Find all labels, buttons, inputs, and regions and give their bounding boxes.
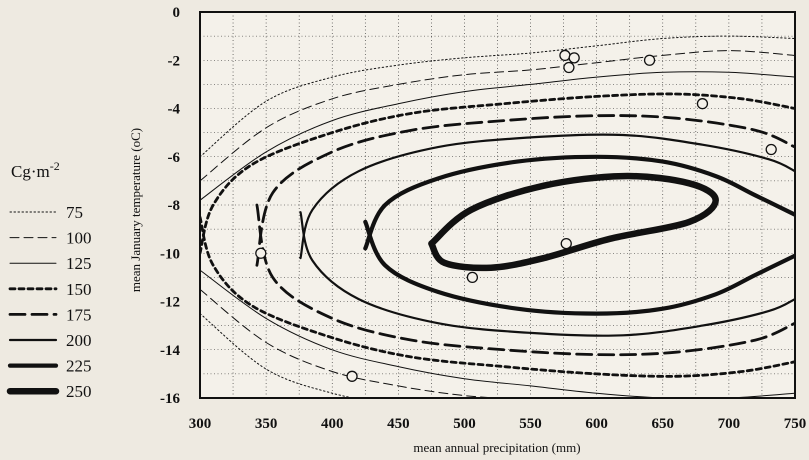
y-axis-label: mean January temperature (oC) (128, 128, 143, 292)
x-tick-label: 600 (585, 416, 608, 432)
y-tick-label: -16 (160, 391, 180, 407)
contour-100-lower (200, 288, 504, 398)
plot-area (199, 11, 796, 399)
contour-125-lower (200, 269, 795, 398)
contour-75-upper (200, 35, 795, 158)
legend-label-250: 250 (66, 382, 92, 401)
legend-title: Cg·m-2 (11, 159, 60, 181)
data-point (559, 49, 571, 62)
x-tick-label: 350 (255, 416, 278, 432)
y-tick-label: -2 (168, 53, 181, 69)
x-tick-label: 700 (718, 416, 741, 432)
legend-label-175: 175 (66, 305, 92, 324)
contour-175-lower (255, 203, 795, 357)
x-tick-label: 750 (784, 416, 807, 432)
y-tick-label: -4 (168, 102, 181, 118)
contour-225-lower (363, 219, 795, 316)
y-tick-label: -8 (168, 198, 181, 214)
data-point (765, 143, 777, 156)
legend-label-125: 125 (66, 254, 92, 273)
grid (200, 12, 795, 398)
y-tick-label: -10 (160, 246, 180, 262)
legend-label-100: 100 (66, 229, 92, 248)
contour-75-lower (200, 313, 356, 398)
contour-225-upper (363, 154, 795, 251)
data-point (560, 237, 572, 250)
data-point (255, 247, 267, 259)
legend-label-75: 75 (66, 203, 83, 222)
data-point (466, 271, 479, 284)
contour-150-lower (200, 215, 795, 378)
contour-175-upper (255, 114, 795, 267)
y-tick-label: -12 (160, 295, 180, 311)
contour-100-upper (200, 50, 795, 182)
contour-200-lower (299, 211, 795, 337)
legend-label-225: 225 (66, 357, 92, 376)
y-tick-label: 0 (173, 5, 181, 21)
data-point (643, 54, 656, 66)
x-tick-labels: 300 350 400 450 500 550 600 650 700 750 (189, 416, 807, 432)
contour-125-upper (200, 71, 795, 201)
legend: Cg·m-2 75 100 125 150 175 200 225 250 (6, 159, 92, 401)
contour-150-upper (200, 92, 795, 255)
x-tick-label: 400 (321, 416, 344, 432)
y-tick-labels: 0 -2 -4 -6 -8 -10 -12 -14 -16 (160, 5, 180, 407)
x-tick-label: 550 (519, 416, 542, 432)
x-tick-label: 500 (453, 416, 476, 432)
y-tick-label: -14 (160, 343, 180, 359)
data-point (568, 52, 580, 64)
data-points (255, 49, 777, 382)
data-point (696, 98, 709, 110)
data-point (563, 61, 575, 74)
y-tick-label: -6 (168, 150, 181, 166)
contour-lines (200, 35, 795, 398)
x-tick-label: 300 (189, 416, 212, 432)
plot-frame (199, 11, 796, 399)
contour-200-upper (299, 133, 795, 260)
data-point (346, 370, 358, 382)
legend-label-150: 150 (66, 280, 92, 299)
legend-label-200: 200 (66, 331, 92, 350)
x-axis-label: mean annual precipitation (mm) (413, 440, 580, 455)
x-tick-label: 450 (387, 416, 410, 432)
x-tick-label: 650 (652, 416, 675, 432)
contour-250-upper (428, 172, 719, 272)
